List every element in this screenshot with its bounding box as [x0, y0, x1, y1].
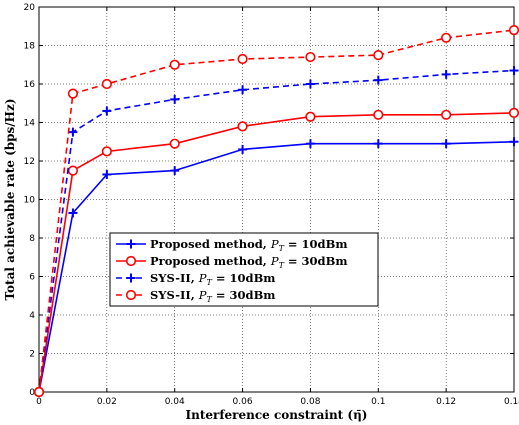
legend-entry: Proposed method, PT = 10dBm [116, 237, 347, 253]
y-axis-label: Total achievable rate (bps/Hz) [3, 98, 17, 300]
x-tick-label: 0 [36, 397, 42, 407]
data-point-plus [509, 66, 519, 76]
data-point-circle [125, 255, 137, 267]
x-tick-label: 0.06 [233, 397, 253, 407]
data-point-plus [373, 75, 383, 85]
data-point-plus [102, 106, 112, 116]
data-point-circle [237, 53, 248, 65]
data-point-circle [33, 386, 45, 398]
data-point-circle [125, 289, 137, 301]
legend-entry: Proposed method, PT = 30dBm [116, 254, 347, 270]
x-tick-label: 0.02 [97, 397, 117, 407]
legend-label-prefix: SYS-II, [150, 271, 199, 285]
data-point-plus [68, 208, 78, 218]
data-point-plus [509, 137, 519, 147]
legend-label-var: P [270, 237, 279, 251]
y-tick-label: 12 [24, 157, 35, 167]
legend-entry: SYS-II, PT = 10dBm [116, 271, 275, 287]
data-point-circle [305, 51, 316, 63]
data-point-plus [441, 69, 451, 79]
legend-label-prefix: Proposed method, [150, 237, 271, 251]
data-point-circle [237, 121, 248, 132]
data-point-plus [238, 85, 248, 95]
data-point-circle [373, 50, 384, 61]
series-group [33, 25, 519, 398]
series-dashed-circle [33, 25, 519, 398]
y-tick-label: 20 [24, 3, 36, 13]
legend-label-sub: T [207, 278, 213, 287]
legend-label: Proposed method, PT = 10dBm [150, 237, 347, 253]
y-tick-label: 14 [24, 119, 36, 129]
series-dashed-plus [34, 66, 519, 397]
data-point-circle [101, 78, 112, 90]
data-point-plus [126, 273, 136, 283]
data-point-circle [305, 111, 316, 122]
data-point-circle [169, 59, 180, 70]
data-point-circle [169, 138, 180, 149]
y-tick-label: 6 [29, 273, 35, 283]
y-tick-label: 18 [24, 42, 36, 52]
legend-label-sub: T [279, 244, 285, 253]
x-tick-label: 0.14 [504, 397, 519, 407]
data-point-plus [170, 94, 180, 104]
x-tick-label: 0.08 [300, 397, 320, 407]
data-point-circle [508, 25, 519, 36]
grid [39, 7, 514, 392]
data-point-plus [170, 166, 180, 176]
y-tick-label: 2 [29, 350, 35, 360]
series-solid-circle [33, 107, 519, 398]
legend-label-prefix: SYS-II, [150, 288, 199, 302]
y-tick-label: 4 [29, 311, 35, 321]
legend-label-var: P [198, 288, 207, 302]
data-point-plus [373, 139, 383, 149]
axis-ticks: 0 0.02 0.04 0.06 0.08 0.1 0.12 0.14 0 2 4 6 8 10 12 14 1… [24, 3, 519, 407]
data-point-plus [126, 239, 136, 249]
data-point-circle [441, 32, 452, 43]
legend-label-var: P [270, 254, 279, 268]
data-point-circle [441, 109, 452, 120]
legend-label-suffix: = 10dBm [284, 237, 348, 251]
y-tick-label: 16 [24, 80, 36, 90]
data-point-plus [68, 127, 78, 137]
legend-label-suffix: = 30dBm [284, 254, 348, 268]
series-line [38, 69, 515, 393]
data-point-plus [305, 139, 315, 149]
x-tick-label: 0.04 [165, 397, 185, 407]
legend-label-var: P [198, 271, 207, 285]
data-point-circle [67, 88, 79, 99]
x-tick-label: 0.1 [371, 397, 385, 407]
data-point-circle [373, 109, 384, 120]
data-point-plus [102, 169, 112, 179]
data-point-plus [305, 79, 315, 89]
data-point-circle [101, 146, 112, 157]
data-point-plus [238, 144, 248, 154]
y-tick-label: 0 [29, 388, 35, 398]
legend-label-sub: T [279, 261, 285, 270]
legend-label-suffix: = 30dBm [212, 288, 276, 302]
legend-label-prefix: Proposed method, [150, 254, 271, 268]
data-point-circle [508, 107, 519, 118]
legend-entry: SYS-II, PT = 30dBm [116, 288, 275, 304]
legend-label-suffix: = 10dBm [212, 271, 276, 285]
x-axis-label: Interference constraint (η̄) [186, 408, 368, 422]
data-point-circle [67, 165, 79, 176]
legend-label-sub: T [207, 295, 213, 304]
legend-label: Proposed method, PT = 30dBm [150, 254, 347, 270]
legend-label: SYS-II, PT = 30dBm [150, 288, 275, 304]
y-tick-label: 10 [24, 196, 36, 206]
legend-box [109, 232, 379, 307]
y-tick-label: 8 [29, 234, 35, 244]
legend-label: SYS-II, PT = 10dBm [150, 271, 275, 287]
x-tick-label: 0.12 [436, 397, 456, 407]
data-point-plus [441, 139, 451, 149]
